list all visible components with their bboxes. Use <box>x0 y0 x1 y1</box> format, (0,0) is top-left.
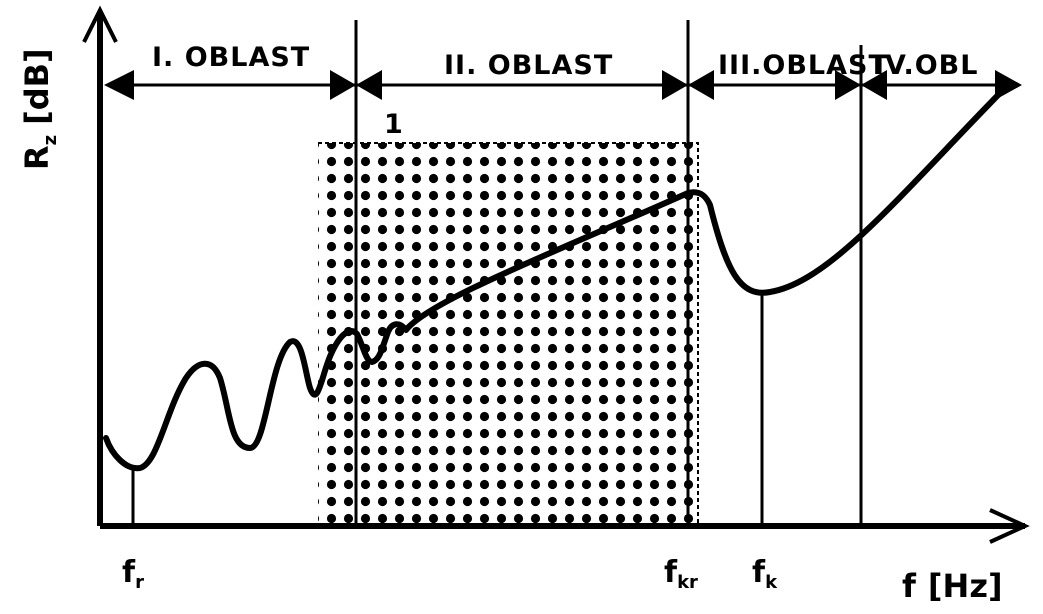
y-axis-unit: [dB] <box>18 48 56 125</box>
shaded-region-marker: 1 <box>384 109 404 140</box>
svg-text:Rz[dB]: Rz [dB] <box>18 48 61 170</box>
fk-label: fk <box>752 555 778 593</box>
shaded-region-border <box>318 142 699 526</box>
y-axis-symbol: R <box>18 145 56 170</box>
region-dimension-line <box>104 70 1022 100</box>
y-axis <box>82 5 118 526</box>
region-label-3: III.OBLAST <box>718 50 888 81</box>
x-axis-unit: [Hz] <box>928 567 1003 605</box>
region-label-4: IV.OBL <box>874 50 978 81</box>
fkr-label: fkr <box>664 555 698 593</box>
y-axis-subscript: z <box>40 135 61 145</box>
x-axis-label: f [Hz] <box>902 567 1003 605</box>
fr-label: fr <box>122 555 144 593</box>
region-label-2: II. OBLAST <box>444 50 613 81</box>
x-axis <box>100 508 1030 544</box>
response-curve <box>103 87 1006 472</box>
y-axis-label: Rz [dB] <box>18 48 61 170</box>
region-label-1: I. OBLAST <box>152 42 310 73</box>
shaded-region <box>318 143 698 526</box>
x-axis-symbol: f <box>902 567 917 605</box>
